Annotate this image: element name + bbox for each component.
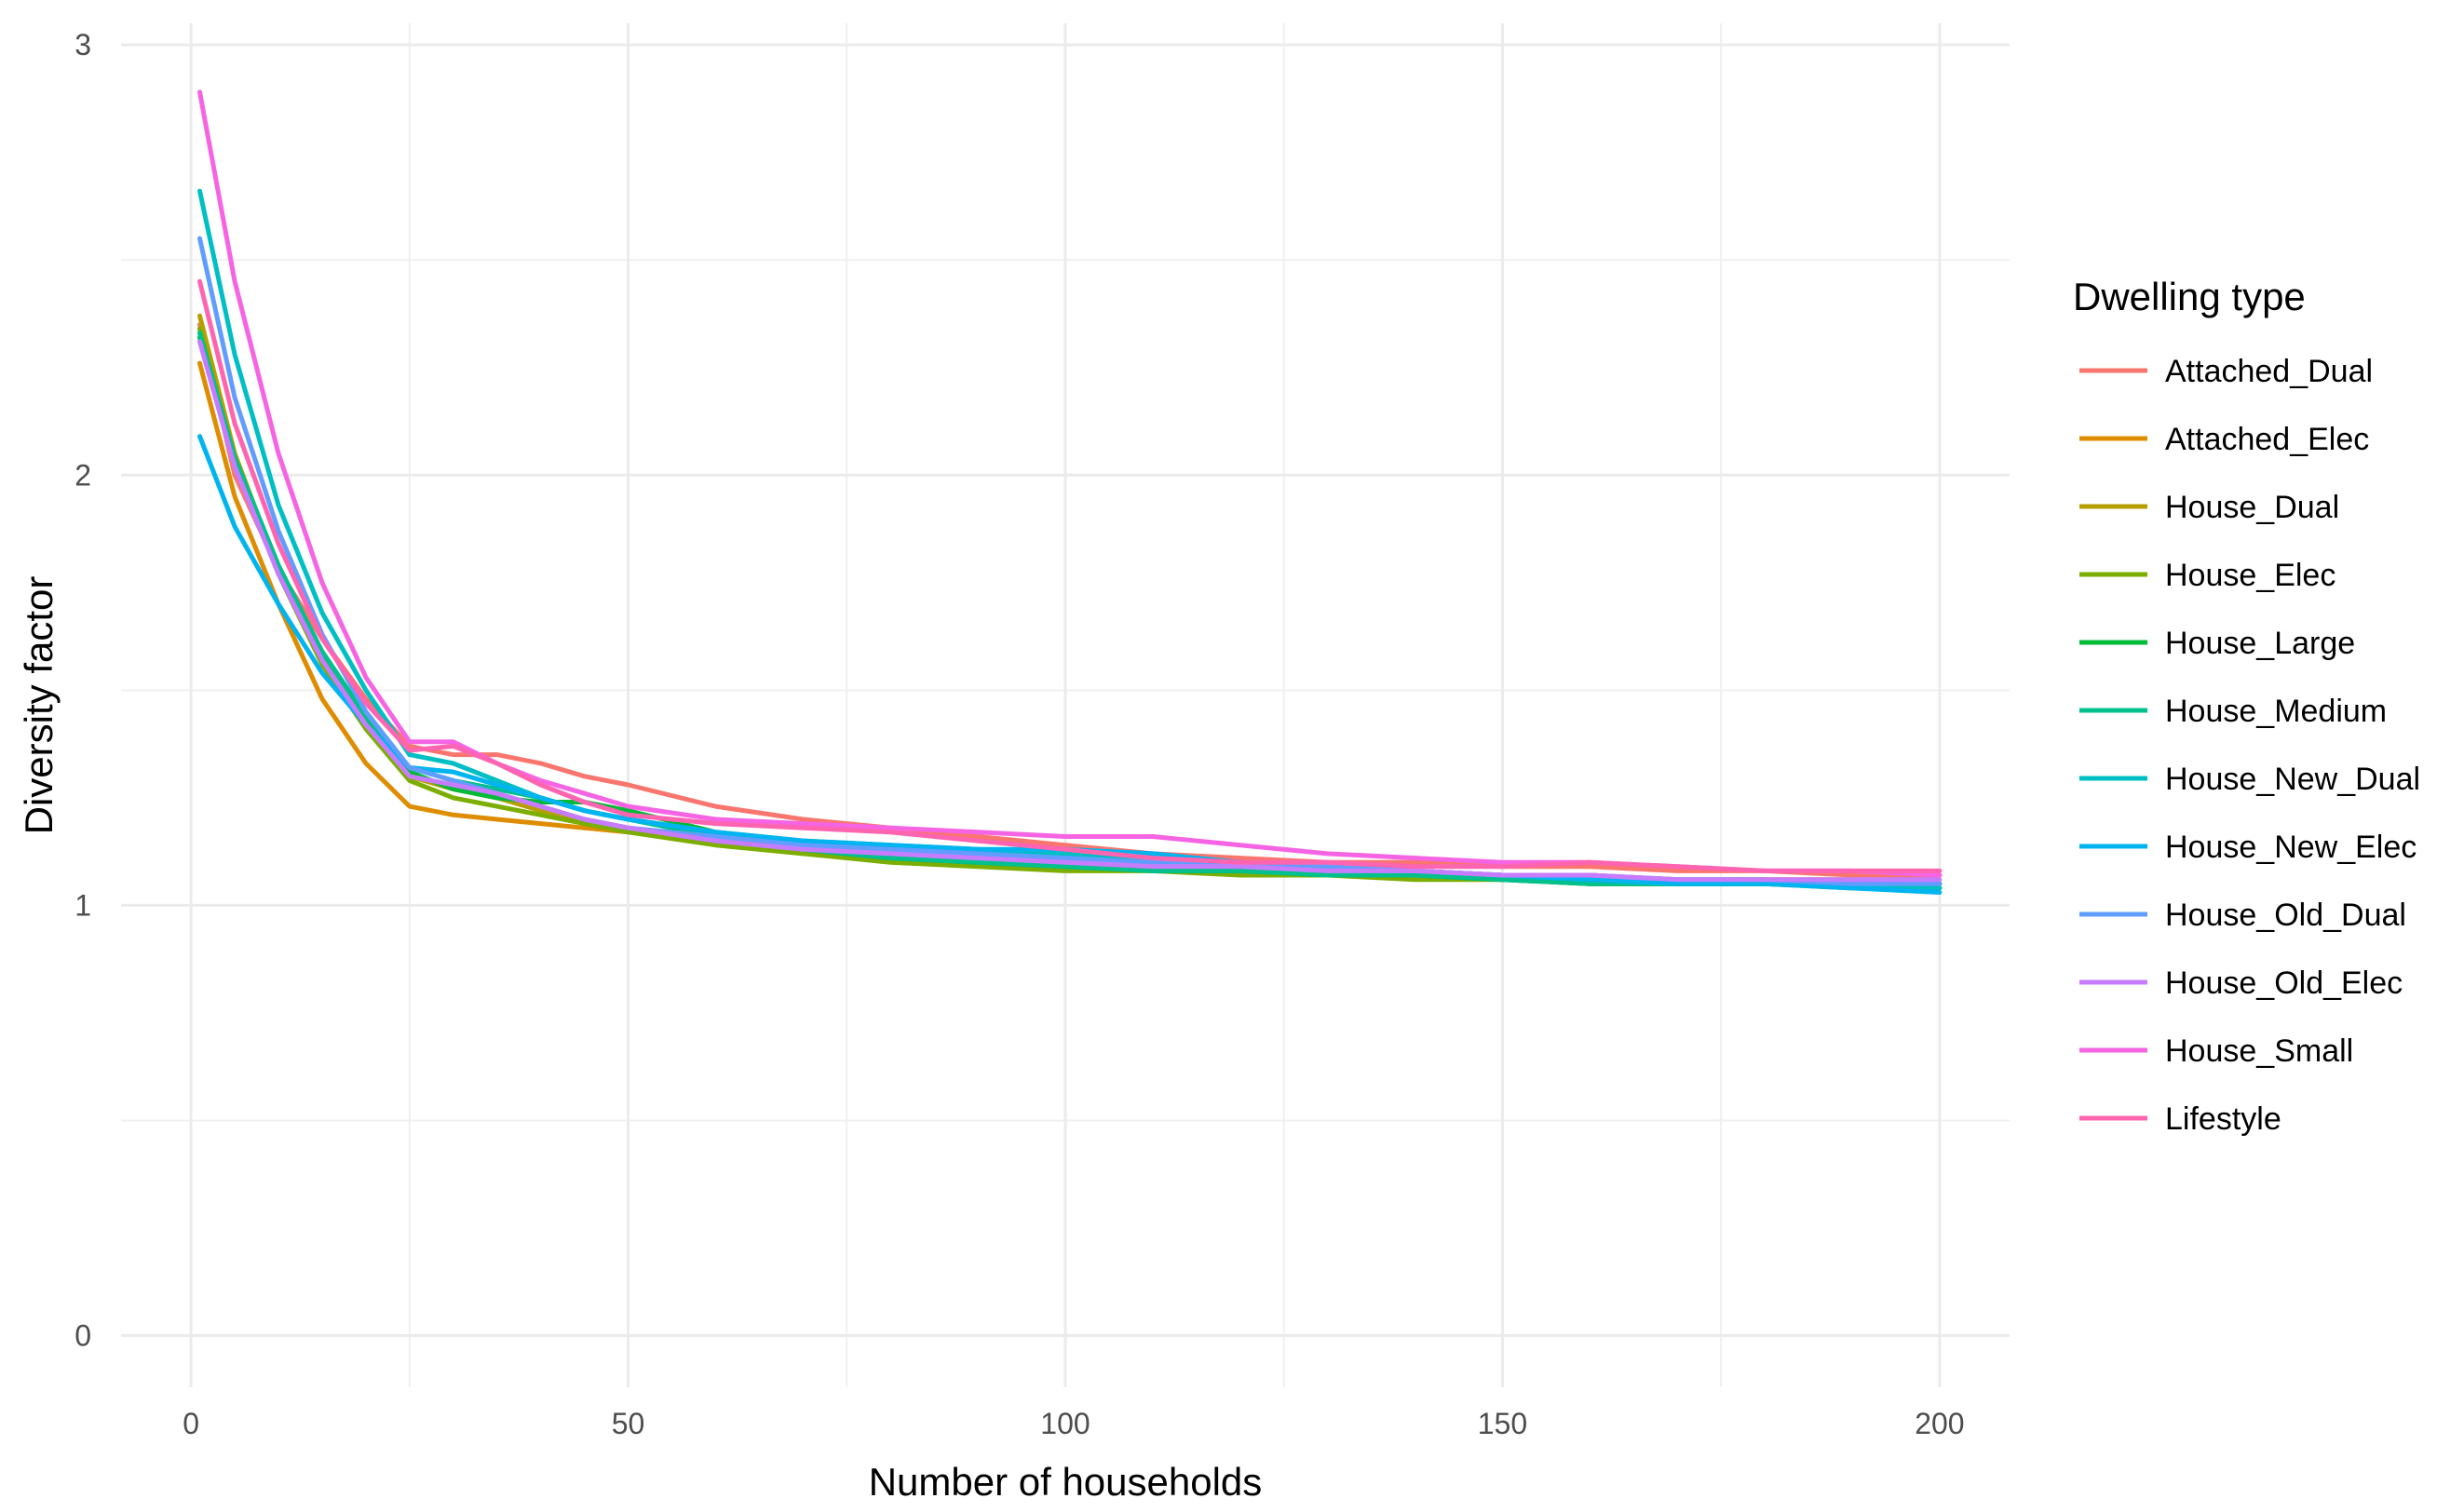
x-axis-title: Number of households bbox=[869, 1460, 1263, 1504]
legend-label: House_Old_Dual bbox=[2165, 898, 2406, 933]
legend-item-house-dual: House_Dual bbox=[2079, 490, 2339, 525]
legend-item-house-old-elec: House_Old_Elec bbox=[2079, 965, 2403, 1001]
legend-item-house-small: House_Small bbox=[2079, 1033, 2353, 1069]
legend-label: House_Small bbox=[2165, 1033, 2353, 1069]
legend-item-house-large: House_Large bbox=[2079, 626, 2355, 661]
y-tick-label: 1 bbox=[74, 888, 91, 922]
x-tick-label: 50 bbox=[612, 1407, 645, 1440]
x-tick-labels: 0 50 100 150 200 bbox=[183, 1407, 1964, 1440]
x-tick-label: 200 bbox=[1915, 1407, 1964, 1440]
legend-item-house-medium: House_Medium bbox=[2079, 694, 2387, 729]
x-tick-label: 150 bbox=[1478, 1407, 1527, 1440]
y-tick-label: 0 bbox=[74, 1319, 91, 1353]
series-lines bbox=[197, 89, 1943, 895]
series-line-lifestyle bbox=[197, 278, 1943, 873]
x-tick-label: 100 bbox=[1040, 1407, 1090, 1440]
legend-item-house-new-dual: House_New_Dual bbox=[2079, 762, 2420, 797]
legend-item-attached-elec: Attached_Elec bbox=[2079, 422, 2369, 457]
legend-label: House_Large bbox=[2165, 626, 2355, 661]
legend-label: Attached_Elec bbox=[2165, 422, 2369, 457]
legend-item-house-elec: House_Elec bbox=[2079, 558, 2335, 593]
legend-item-attached-dual: Attached_Dual bbox=[2079, 354, 2373, 389]
y-tick-label: 3 bbox=[74, 28, 91, 61]
legend-title: Dwelling type bbox=[2073, 275, 2306, 318]
legend-label: Attached_Dual bbox=[2165, 354, 2373, 389]
legend-label: House_New_Dual bbox=[2165, 762, 2420, 797]
legend: Dwelling type Attached_Dual Attached_Elec… bbox=[2073, 275, 2420, 1137]
y-tick-labels: 0 1 2 3 bbox=[74, 28, 91, 1352]
legend-item-lifestyle: Lifestyle bbox=[2079, 1101, 2281, 1137]
legend-item-house-new-elec: House_New_Elec bbox=[2079, 830, 2417, 865]
legend-label: Lifestyle bbox=[2165, 1101, 2281, 1137]
legend-label: House_Old_Elec bbox=[2165, 965, 2403, 1001]
y-tick-label: 2 bbox=[74, 458, 91, 492]
legend-label: House_New_Elec bbox=[2165, 830, 2417, 865]
y-axis-title: Diversity factor bbox=[17, 576, 61, 835]
legend-label: House_Elec bbox=[2165, 558, 2335, 593]
series-line-house-old-elec bbox=[197, 339, 1943, 883]
x-tick-label: 0 bbox=[183, 1407, 199, 1440]
legend-item-house-old-dual: House_Old_Dual bbox=[2079, 898, 2406, 933]
major-gridlines bbox=[121, 23, 2010, 1387]
legend-label: House_Dual bbox=[2165, 490, 2339, 525]
legend-label: House_Medium bbox=[2165, 694, 2387, 729]
